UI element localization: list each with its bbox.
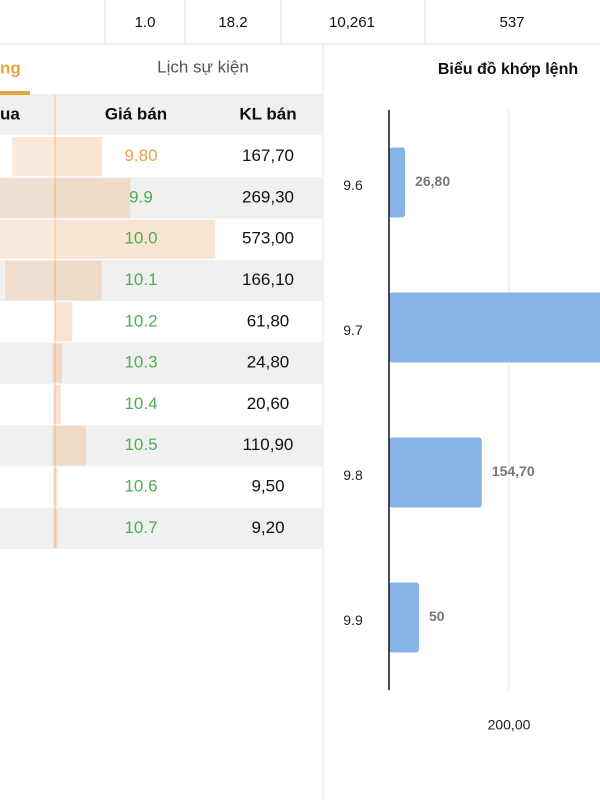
volume-cell: 61,80 [247,311,290,330]
y-tick-label: 9.9 [343,612,363,628]
price-cell: 10.7 [124,518,157,537]
volume-cell: 167,70 [242,146,294,165]
sell-volume-bar [55,467,58,507]
y-tick-label: 9.7 [343,322,363,338]
volume-cell: 573,00 [242,229,294,248]
top-cell: 18.2 [218,14,247,31]
buy-volume-bar [0,219,55,259]
price-cell: 10.4 [124,394,157,413]
sell-volume-bar [55,137,102,177]
table-header-bg [0,95,323,135]
top-cell: 10,261 [329,14,375,31]
price-cell: 10.2 [124,311,157,330]
top-cell: 1.0 [135,14,156,31]
bar [389,292,600,363]
sell-volume-bar [55,260,102,301]
volume-cell: 9,20 [251,518,284,537]
sell-volume-bar [55,426,87,466]
active-tab-underline [0,91,30,95]
price-cell: 10.6 [124,477,157,496]
volume-cell: 9,50 [251,477,284,496]
buy-volume-bar [52,343,55,383]
top-cell: 537 [499,14,524,31]
x-tick-label: 200,00 [488,717,531,733]
volume-cell: 110,90 [243,435,294,454]
data-label: 26,80 [415,173,450,189]
bar [389,582,419,653]
chart: 200,00 9.6 26,80 9.7 9.8 154,70 9.9 50 [343,110,600,733]
y-tick-label: 9.6 [343,177,363,193]
volume-cell: 24,80 [247,353,290,372]
tab[interactable]: ng [0,58,21,77]
row-bg [0,342,323,384]
price-cell: 10.3 [124,353,157,372]
bar [389,437,482,508]
buy-volume-bar [53,384,55,425]
price-cell: 9.9 [129,187,153,206]
bar [389,147,406,218]
price-cell: 10.0 [124,229,157,248]
chart-title: Biểu đồ khớp lệnh [438,60,578,78]
price-cell: 9.80 [124,146,157,165]
volume-cell: 269,30 [242,187,294,206]
volume-cell: 20,60 [247,394,290,413]
sell-volume-bar [55,219,216,259]
buy-volume-bar [53,467,55,507]
tab[interactable]: Lịch sự kiện [157,57,249,76]
row-bg [0,507,323,549]
sell-volume-bar [55,508,58,548]
buy-volume-bar [53,508,55,548]
volume-cell: 166,10 [242,270,294,289]
row-bg [0,177,323,219]
row-bg [0,259,323,302]
price-cell: 10.5 [124,435,157,454]
header-cell: KL bán [239,104,296,123]
data-label: 50 [429,608,445,624]
data-label: 154,70 [492,463,535,479]
buy-volume-bar [12,137,55,177]
buy-volume-bar [0,178,55,218]
sell-volume-bar [55,302,73,342]
header-cell: Giá bán [105,104,167,123]
buy-volume-bar [5,260,55,301]
row-bg [0,425,323,467]
sell-volume-bar [55,343,62,383]
sell-volume-bar [55,384,61,425]
table-rows: 9.80 167,70 9.9 269,30 10.0 573,00 10.1 166,10 1… [0,95,323,549]
y-tick-label: 9.8 [343,467,363,483]
price-cell: 10.1 [124,270,157,289]
header-cell: ua [0,104,20,123]
buy-volume-bar [52,426,55,466]
sell-volume-bar [55,178,131,218]
